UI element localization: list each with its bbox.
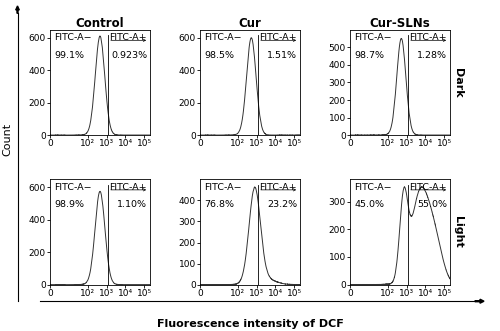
Text: FITC-A+: FITC-A+ — [260, 33, 297, 42]
Text: 23.2%: 23.2% — [267, 200, 297, 210]
Text: 55.0%: 55.0% — [417, 200, 447, 210]
Text: 98.9%: 98.9% — [54, 200, 84, 210]
Title: Cur: Cur — [238, 17, 262, 30]
Text: Dark: Dark — [453, 68, 463, 97]
Text: 0.923%: 0.923% — [111, 51, 147, 60]
Text: 76.8%: 76.8% — [204, 200, 234, 210]
Title: Cur-SLNs: Cur-SLNs — [370, 17, 430, 30]
Title: Control: Control — [76, 17, 124, 30]
Text: 98.7%: 98.7% — [354, 51, 384, 60]
Text: FITC-A−: FITC-A− — [204, 33, 242, 42]
Text: 1.51%: 1.51% — [267, 51, 297, 60]
Text: 1.28%: 1.28% — [417, 51, 447, 60]
Text: FITC-A+: FITC-A+ — [410, 182, 447, 192]
Text: FITC-A+: FITC-A+ — [110, 33, 147, 42]
Text: FITC-A−: FITC-A− — [204, 182, 242, 192]
Text: Fluorescence intensity of DCF: Fluorescence intensity of DCF — [156, 319, 344, 329]
Text: FITC-A−: FITC-A− — [54, 182, 92, 192]
Text: FITC-A−: FITC-A− — [54, 33, 92, 42]
Text: FITC-A+: FITC-A+ — [260, 182, 297, 192]
Text: 45.0%: 45.0% — [354, 200, 384, 210]
Text: 1.10%: 1.10% — [117, 200, 147, 210]
Text: FITC-A−: FITC-A− — [354, 182, 392, 192]
Text: 99.1%: 99.1% — [54, 51, 84, 60]
Text: FITC-A+: FITC-A+ — [410, 33, 447, 42]
Text: FITC-A−: FITC-A− — [354, 33, 392, 42]
Text: Count: Count — [2, 122, 12, 156]
Text: Light: Light — [453, 216, 463, 248]
Text: 98.5%: 98.5% — [204, 51, 234, 60]
Text: FITC-A+: FITC-A+ — [110, 182, 147, 192]
